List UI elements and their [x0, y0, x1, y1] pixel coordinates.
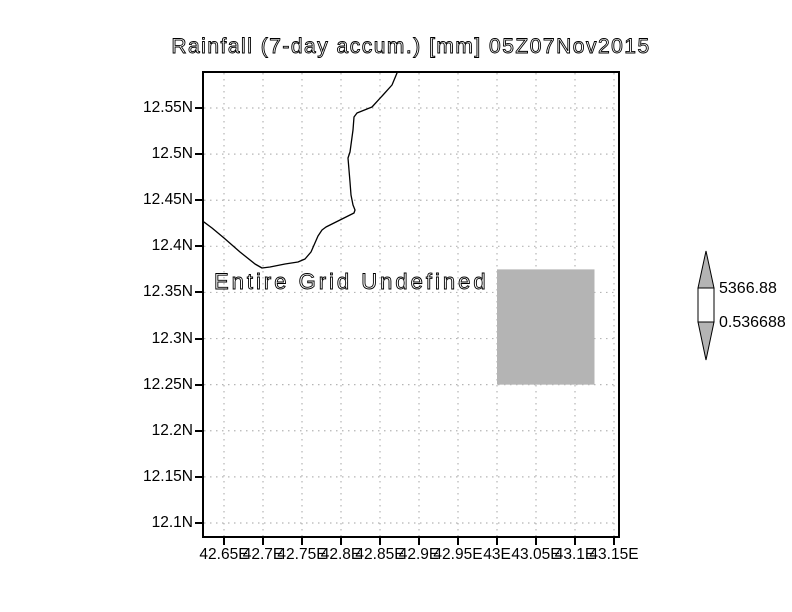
lon-tick-mark	[340, 537, 342, 545]
colorbar	[697, 250, 715, 361]
colorbar-min-label: 0.536688	[719, 314, 786, 331]
lon-tick-label: 42.85E	[355, 546, 405, 563]
lat-tick-label: 12.4N	[151, 237, 193, 255]
lon-tick-label: 43.05E	[511, 546, 561, 563]
lat-tick-label: 12.45N	[143, 191, 193, 209]
map-plot-area: Entire Grid Undefined	[202, 71, 620, 538]
colorbar-body	[697, 287, 715, 323]
lon-tick-mark	[457, 537, 459, 545]
lat-tick-mark	[195, 337, 203, 340]
lon-tick-label: 42.9E	[398, 546, 440, 563]
lat-tick-label: 12.15N	[143, 467, 193, 485]
entire-grid-undefined-text: Entire Grid Undefined	[214, 269, 489, 294]
lon-tick-label: 42.8E	[320, 546, 362, 563]
lon-tick-label: 42.75E	[277, 546, 327, 563]
lat-tick-mark	[195, 383, 203, 386]
colorbar-max-label: 5366.88	[719, 280, 777, 297]
lat-tick-label: 12.3N	[151, 329, 193, 347]
lat-tick-mark	[195, 475, 203, 478]
lon-tick-label: 43E	[483, 546, 511, 563]
coastline	[204, 73, 398, 269]
lon-tick-label: 43.1E	[554, 546, 596, 563]
lat-tick-label: 12.55N	[143, 99, 193, 116]
lon-tick-mark	[535, 537, 537, 545]
lat-tick-mark	[195, 522, 203, 524]
lat-tick-label: 12.35N	[143, 283, 193, 301]
lat-tick-mark	[195, 291, 203, 294]
lat-tick-label: 12.25N	[143, 375, 193, 393]
lon-tick-label: 43.15E	[589, 546, 639, 563]
lat-tick-mark	[195, 153, 203, 156]
lat-tick-mark	[195, 245, 203, 248]
lon-tick-mark	[223, 537, 225, 545]
lon-tick-mark	[418, 537, 420, 545]
lon-tick-label: 42.7E	[242, 546, 284, 563]
lon-tick-mark	[301, 537, 303, 545]
lat-tick-label: 12.1N	[151, 514, 193, 531]
lon-tick-label: 42.95E	[433, 546, 483, 563]
lon-tick-mark	[496, 537, 498, 545]
map-graphics	[204, 73, 618, 536]
colorbar-lower-arrow	[697, 321, 715, 361]
lon-tick-mark	[379, 537, 381, 545]
lat-tick-mark	[195, 107, 203, 109]
lat-tick-mark	[195, 429, 203, 432]
lon-tick-label: 42.65E	[199, 546, 249, 563]
lat-tick-mark	[195, 199, 203, 202]
lat-tick-label: 12.5N	[151, 145, 193, 163]
colorbar-upper-arrow	[697, 250, 715, 289]
lon-tick-mark	[574, 537, 576, 545]
lat-tick-label: 12.2N	[151, 421, 193, 439]
lon-tick-mark	[262, 537, 264, 545]
lon-tick-mark	[613, 537, 615, 545]
plot-title: Rainfall (7-day accum.) [mm] 05Z07Nov201…	[171, 35, 651, 59]
undefined-data-region	[497, 269, 595, 385]
